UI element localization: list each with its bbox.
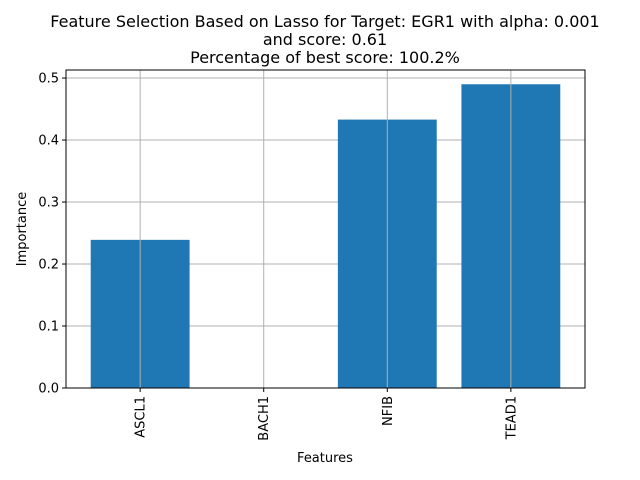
y-axis-label: Importance	[15, 192, 30, 267]
y-tick-label: 0.1	[38, 320, 59, 335]
chart-title-line-1: Feature Selection Based on Lasso for Tar…	[50, 12, 599, 31]
bars	[91, 84, 561, 388]
x-axis-label: Features	[297, 451, 353, 466]
y-tick-label: 0.5	[38, 72, 59, 87]
chart-title-line-3: Percentage of best score: 100.2%	[190, 48, 460, 67]
chart-title-line-2: and score: 0.61	[263, 30, 387, 49]
x-grid-lines	[140, 70, 511, 388]
y-axis-ticks: 0.0 0.1 0.2 0.3 0.4 0.5	[38, 72, 66, 397]
y-tick-label: 0.2	[38, 258, 59, 273]
x-tick-label: BACH1	[257, 396, 272, 441]
x-axis-ticks: ASCL1 BACH1 NFIB TEAD1	[134, 388, 520, 441]
x-tick-label: ASCL1	[134, 396, 149, 438]
x-tick-label: NFIB	[381, 396, 396, 426]
y-tick-label: 0.4	[38, 134, 59, 149]
y-tick-label: 0.0	[38, 382, 59, 397]
chart-title: Feature Selection Based on Lasso for Tar…	[50, 12, 599, 67]
x-tick-label: TEAD1	[504, 396, 519, 440]
y-tick-label: 0.3	[38, 196, 59, 211]
